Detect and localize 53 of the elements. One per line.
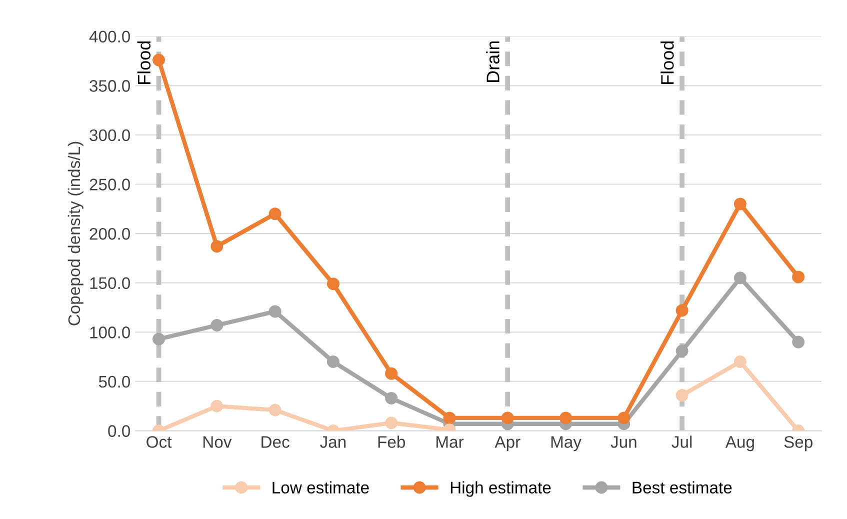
point <box>152 332 166 346</box>
ref-line-label: Drain <box>486 41 500 82</box>
x-tick-label: Jul <box>672 436 692 448</box>
x-tick-label: Jan <box>320 436 346 448</box>
point <box>734 355 746 368</box>
point <box>560 412 572 424</box>
legend-label: Low estimate <box>272 481 369 494</box>
point <box>268 208 282 220</box>
point <box>443 412 456 424</box>
y-tick-label: 350.0 <box>90 80 130 92</box>
point <box>152 54 166 66</box>
point <box>268 404 282 416</box>
point <box>210 319 224 332</box>
x-tick-label: Sep <box>784 436 812 452</box>
point <box>734 272 746 284</box>
x-tick-label: Mar <box>436 436 464 448</box>
x-tick-label: Nov <box>203 436 232 448</box>
point <box>501 412 514 424</box>
point <box>268 305 282 318</box>
y-tick-label: 150.0 <box>90 277 130 290</box>
x-tick-label: Jun <box>610 436 636 448</box>
point <box>210 400 224 412</box>
x-tick-label: Aug <box>725 436 754 452</box>
y-tick-label: 400.0 <box>89 30 130 43</box>
y-tick-label: 200.0 <box>90 228 130 240</box>
y-tick-label: 300.0 <box>90 129 130 142</box>
point <box>792 336 805 348</box>
ref-line-label: Flood <box>137 41 151 84</box>
y-tick-label: 0.0 <box>108 425 130 437</box>
point <box>676 389 688 402</box>
point <box>326 355 340 368</box>
legend-label: High estimate <box>450 481 551 497</box>
x-tick-label: Apr <box>494 436 520 452</box>
point <box>210 240 224 253</box>
point <box>326 278 340 290</box>
y-axis-title: Copepod density (inds/L) <box>68 142 84 326</box>
point <box>618 412 630 424</box>
point <box>385 416 398 430</box>
y-tick-label: 50.0 <box>98 376 130 388</box>
point <box>734 198 746 210</box>
x-tick-label: Dec <box>262 436 290 448</box>
y-tick-label: 250.0 <box>90 178 130 190</box>
x-tick-label: Oct <box>146 436 172 448</box>
point <box>676 304 688 317</box>
x-tick-label: May <box>551 436 582 452</box>
point <box>385 367 398 380</box>
x-tick-label: Feb <box>378 436 406 448</box>
y-tick-label: 100.0 <box>90 326 130 338</box>
point <box>792 270 805 284</box>
legend-label: Best estimate <box>632 481 732 494</box>
ref-line-label: Flood <box>660 41 674 84</box>
point <box>676 344 688 358</box>
point <box>385 392 398 404</box>
